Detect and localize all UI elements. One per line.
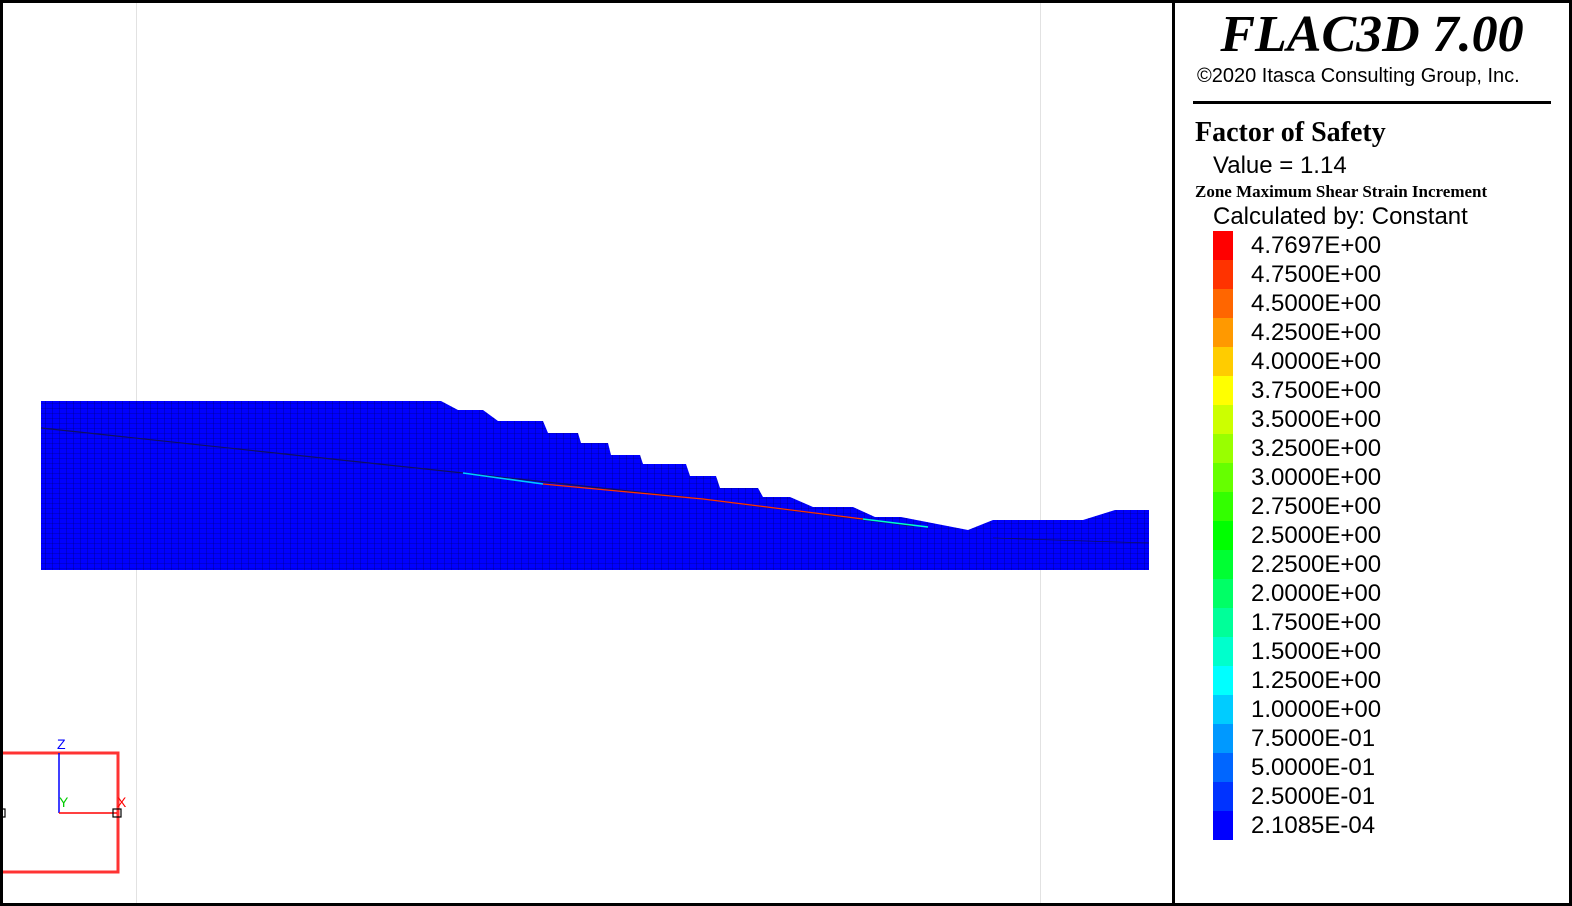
color-level-label: 1.2500E+00: [1251, 667, 1382, 694]
view-guide-line: [1040, 3, 1041, 903]
shear-band-mid: [862, 518, 929, 528]
color-level-label: 4.7500E+00: [1251, 261, 1382, 288]
color-level-label: 1.5000E+00: [1251, 638, 1382, 665]
color-level-label: 1.7500E+00: [1251, 609, 1382, 636]
color-scale-bar: [1213, 231, 1233, 840]
color-swatch: [1213, 666, 1233, 695]
calculated-by: Calculated by: Constant: [1213, 203, 1468, 230]
color-swatch: [1213, 724, 1233, 753]
color-swatch: [1213, 405, 1233, 434]
color-swatch: [1213, 376, 1233, 405]
color-level-label: 2.2500E+00: [1251, 551, 1382, 578]
color-level-label: 2.7500E+00: [1251, 493, 1382, 520]
color-swatch: [1213, 434, 1233, 463]
color-level-label: 3.5000E+00: [1251, 406, 1382, 433]
color-swatch: [1213, 579, 1233, 608]
color-level-label: 2.1085E-04: [1251, 812, 1376, 839]
color-swatch: [1213, 463, 1233, 492]
model-viewport[interactable]: Z Y X: [3, 3, 1172, 903]
color-level-label: 7.5000E-01: [1251, 725, 1376, 752]
legend-panel: FLAC3D 7.00 ©2020 Itasca Consulting Grou…: [1175, 3, 1569, 903]
app-title: FLAC3D 7.00: [1220, 6, 1524, 63]
panel-divider: [1172, 0, 1175, 906]
z-axis-label: Z: [57, 738, 66, 752]
color-level-label: 3.2500E+00: [1251, 435, 1382, 462]
color-swatch: [1213, 318, 1233, 347]
color-swatch: [1213, 260, 1233, 289]
color-level-label: 2.5000E-01: [1251, 783, 1376, 810]
color-swatch: [1213, 695, 1233, 724]
color-level-label: 4.5000E+00: [1251, 290, 1382, 317]
fos-title: Factor of Safety: [1195, 117, 1386, 148]
legend-divider: [1193, 101, 1551, 104]
color-level-label: 3.7500E+00: [1251, 377, 1382, 404]
color-swatch: [1213, 521, 1233, 550]
y-axis-label: Y: [59, 794, 69, 810]
color-swatch: [1213, 347, 1233, 376]
color-swatch: [1213, 289, 1233, 318]
color-level-label: 2.5000E+00: [1251, 522, 1382, 549]
axes-triad: Z Y X: [3, 738, 127, 874]
shear-band-low: [462, 472, 544, 485]
color-swatch: [1213, 637, 1233, 666]
color-scale-labels: 4.7697E+00 4.7500E+00 4.5000E+00 4.2500E+00…: [1251, 231, 1381, 840]
color-level-label: 4.0000E+00: [1251, 348, 1382, 375]
color-level-label: 1.0000E+00: [1251, 696, 1382, 723]
contour-title: Zone Maximum Shear Strain Increment: [1195, 182, 1488, 201]
color-swatch: [1213, 782, 1233, 811]
color-level-label: 4.7697E+00: [1251, 232, 1382, 259]
color-level-label: 3.0000E+00: [1251, 464, 1382, 491]
color-swatch: [1213, 231, 1233, 260]
x-axis-label: X: [117, 794, 127, 810]
fos-value: Value = 1.14: [1213, 152, 1347, 179]
origin-marker: [3, 808, 6, 818]
slope-model[interactable]: [3, 3, 1172, 903]
color-swatch: [1213, 753, 1233, 782]
shear-band-high: [542, 483, 864, 520]
color-swatch: [1213, 550, 1233, 579]
slope-mesh: [41, 401, 1149, 570]
color-swatch: [1213, 492, 1233, 521]
color-swatch: [1213, 608, 1233, 637]
x-axis-marker: [112, 808, 122, 818]
color-level-label: 2.0000E+00: [1251, 580, 1382, 607]
color-level-label: 4.2500E+00: [1251, 319, 1382, 346]
color-level-label: 5.0000E-01: [1251, 754, 1376, 781]
color-swatch: [1213, 811, 1233, 840]
lower-layer-line: [992, 537, 1150, 544]
copyright-text: ©2020 Itasca Consulting Group, Inc.: [1197, 65, 1520, 87]
